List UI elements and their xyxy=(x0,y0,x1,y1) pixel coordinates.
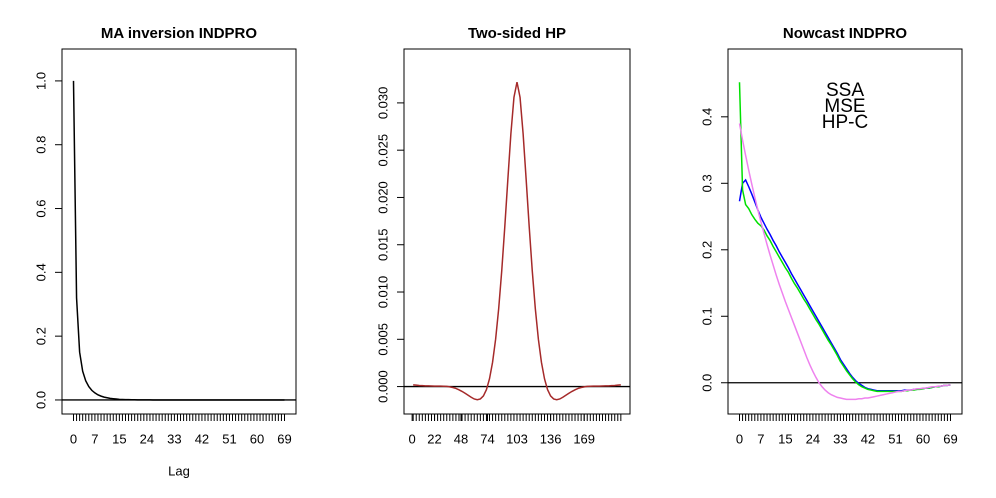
chart-title: Nowcast INDPRO xyxy=(783,25,908,42)
legend-entry: HP-C xyxy=(822,112,868,133)
y-tick-label: 0.0 xyxy=(699,374,714,392)
x-tick-label: 0 xyxy=(409,431,416,446)
x-tick-label: 136 xyxy=(540,431,562,446)
x-tick-label: 169 xyxy=(573,431,595,446)
y-tick-label: 0.015 xyxy=(375,228,390,261)
line xyxy=(738,123,951,401)
y-tick-label: 0.025 xyxy=(375,134,390,167)
y-tick-label: 0.4 xyxy=(699,108,714,126)
legend-entry: SSA xyxy=(826,80,864,101)
y-tick-label: 0.020 xyxy=(375,181,390,214)
x-tick-label: 33 xyxy=(167,431,181,446)
y-tick-label: 0.1 xyxy=(699,307,714,325)
y-tick-label: 0.030 xyxy=(375,87,390,120)
plot-box xyxy=(727,48,963,415)
line xyxy=(413,81,621,401)
y-tick-label: 0.0 xyxy=(33,391,48,409)
y-tick-label: 0.000 xyxy=(375,370,390,403)
x-tick-label: 24 xyxy=(806,431,820,446)
y-tick-label: 1.0 xyxy=(33,72,48,90)
y-tick-label: 0.2 xyxy=(33,327,48,345)
x-tick-label: 0 xyxy=(736,431,743,446)
plot-box xyxy=(61,48,297,415)
y-tick-label: 0.010 xyxy=(375,276,390,309)
y-tick-label: 0.2 xyxy=(699,241,714,259)
x-tick-label: 33 xyxy=(833,431,847,446)
legend-entry: MSE xyxy=(824,96,865,117)
x-tick-label: 103 xyxy=(506,431,528,446)
x-tick-label: 60 xyxy=(250,431,264,446)
x-tick-label: 74 xyxy=(480,431,494,446)
chart-title: Two-sided HP xyxy=(468,25,566,42)
x-tick-label: 15 xyxy=(112,431,126,446)
line xyxy=(72,80,285,401)
x-tick-label: 51 xyxy=(222,431,236,446)
x-tick-label: 24 xyxy=(140,431,154,446)
line xyxy=(738,178,951,392)
x-tick-label: 7 xyxy=(757,431,764,446)
x-tick-label: 7 xyxy=(91,431,98,446)
x-tick-label: 0 xyxy=(70,431,77,446)
y-tick-label: 0.4 xyxy=(33,263,48,281)
chart-title: MA inversion INDPRO xyxy=(101,25,257,42)
x-tick-label: 22 xyxy=(427,431,441,446)
y-tick-label: 0.8 xyxy=(33,136,48,154)
y-tick-label: 0.6 xyxy=(33,199,48,217)
x-tick-label: 48 xyxy=(454,431,468,446)
plot-box xyxy=(403,48,631,415)
x-tick-label: 51 xyxy=(888,431,902,446)
y-tick-label: 0.005 xyxy=(375,323,390,356)
y-tick-label: 0.3 xyxy=(699,174,714,192)
x-tick-label: 69 xyxy=(943,431,957,446)
x-tick-label: 42 xyxy=(861,431,875,446)
x-axis-label: Lag xyxy=(168,463,190,478)
x-tick-label: 42 xyxy=(195,431,209,446)
x-tick-label: 60 xyxy=(916,431,930,446)
x-tick-label: 69 xyxy=(277,431,291,446)
x-tick-label: 15 xyxy=(778,431,792,446)
